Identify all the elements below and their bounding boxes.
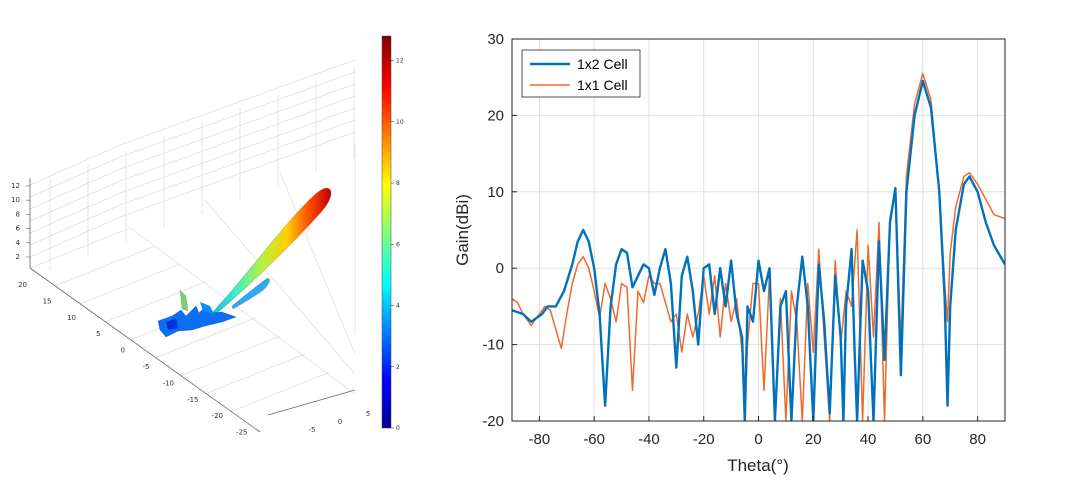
grid-line-3d (29, 59, 356, 186)
colorbar: 12 10 8 6 4 2 0 (381, 35, 404, 432)
y-tick-label: 0 (121, 347, 125, 355)
grid-line-3d (154, 317, 256, 359)
series-line-1x2-cell (512, 79, 1005, 421)
side-lobe-small (179, 289, 189, 312)
legend-label-1x1: 1x1 Cell (577, 77, 628, 93)
colorbar-gradient (381, 35, 392, 429)
grid-line-3d (204, 353, 306, 395)
y-axis-line (29, 267, 261, 433)
colorbar-tick-label: 2 (396, 364, 400, 371)
x-tick-label: -60 (583, 431, 605, 448)
y-axis-label: Gain(dBi) (453, 194, 472, 266)
x-tick-label: -80 (529, 431, 551, 448)
z-tick-label: 10 (11, 196, 20, 204)
x-tick-label: 5 (366, 410, 370, 418)
x-tick-label: 20 (805, 431, 822, 448)
grid-line-3d (29, 131, 356, 258)
z-tick-label: 4 (16, 239, 21, 247)
secondary-lobe (231, 278, 270, 310)
x-tick-label: -40 (638, 431, 660, 448)
x-axis-line (267, 389, 356, 416)
grid-3d (29, 59, 356, 433)
grid-line-3d (179, 335, 281, 377)
legend-box (521, 49, 641, 98)
x-tick-label: 40 (860, 431, 877, 448)
grid-line-3d (29, 119, 356, 246)
grid-line-3d (29, 107, 356, 234)
radiation-lobe-3d (157, 187, 332, 338)
y-tick-label: 5 (96, 330, 100, 338)
x-tick-label: 60 (914, 431, 931, 448)
z-tick-label: 2 (16, 253, 20, 261)
grid-line-3d (229, 371, 331, 413)
colorbar-tick-label: 6 (396, 241, 400, 248)
y-tick-label: -25 (236, 429, 247, 437)
grid-line-3d (279, 171, 356, 355)
colorbar-tick-label: 8 (396, 180, 400, 187)
z-tick-label: 8 (16, 210, 20, 218)
colorbar-tick-label: 0 (396, 425, 400, 432)
grid-line-3d (54, 245, 156, 287)
colorbar-ticks: 12 10 8 6 4 2 0 (391, 58, 404, 432)
colorbar-tick-label: 12 (396, 58, 404, 65)
grid-line-3d (204, 199, 356, 375)
y-tick-label: 0 (496, 260, 504, 277)
y-tick-label: 20 (487, 107, 504, 124)
axes-2d: -80 -60 -40 -20 0 20 40 60 80 30 20 10 0 -10 -20 (482, 31, 1006, 448)
y-tick-label: 10 (487, 184, 504, 201)
grid-line-3d (29, 95, 356, 222)
grid-line-3d (29, 227, 131, 269)
x-tick-label: -20 (693, 431, 715, 448)
legend: 1x2 Cell 1x1 Cell (521, 49, 641, 98)
y-tick-label: 20 (18, 281, 27, 289)
z-tick-label: 12 (11, 182, 20, 190)
grid-line-3d (29, 71, 356, 198)
plot-frame (511, 38, 1006, 422)
z-tick-label: 6 (16, 225, 21, 233)
x-axis-label: Theta(°) (727, 456, 789, 475)
main-lobe (204, 187, 332, 323)
colorbar-tick-label: 10 (396, 119, 404, 126)
x-tick-label: 0 (338, 418, 342, 426)
y-tick-label: 30 (487, 31, 504, 48)
y-tick-label: -20 (212, 412, 223, 420)
y-tick-label: -10 (482, 337, 504, 354)
colorbar-tick-label: 4 (396, 303, 400, 310)
x-tick-label: 80 (969, 431, 986, 448)
grid-line-3d (79, 263, 181, 305)
gain-plot: -80 -60 -40 -20 0 20 40 60 80 30 20 10 0 -10 -20 Theta… (453, 31, 1006, 475)
x-tick-label: -5 (309, 426, 316, 434)
y-tick-label: -5 (143, 363, 150, 371)
grid-line-3d (29, 83, 356, 210)
y-tick-label: -15 (187, 396, 198, 404)
x-tick-label: 0 (754, 431, 762, 448)
side-lobes (157, 304, 237, 338)
grid-line-3d (129, 227, 356, 395)
y-tick-label: -10 (163, 379, 174, 387)
y-tick-label: 15 (43, 297, 52, 305)
curves (512, 72, 1005, 421)
tick-labels-3d: 12 10 8 6 4 2 20 15 10 5 0 -5 -10 -15 -20 -25 -5 0 5 (11, 182, 370, 437)
y-tick-label: -20 (482, 413, 504, 430)
legend-label-1x2: 1x2 Cell (577, 56, 628, 72)
y-tick-label: 10 (67, 314, 76, 322)
side-lobe-small (166, 318, 178, 330)
grid-line-3d (104, 281, 206, 323)
side-lobe-small (200, 302, 214, 314)
radiation-pattern-3d-panel: 12 10 8 6 4 2 20 15 10 5 0 -5 -10 -15 -20 -25 -5 0 5 (11, 59, 370, 437)
